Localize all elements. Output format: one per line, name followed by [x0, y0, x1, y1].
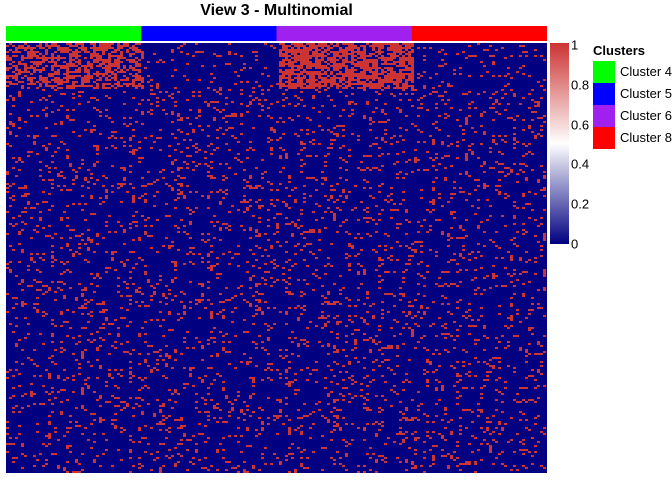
- heatmap-cells: [6, 43, 546, 473]
- legend-label: Cluster 5: [620, 86, 672, 101]
- colorbar: [550, 43, 569, 244]
- colorbar-tick: 0.8: [571, 77, 590, 93]
- legend-label: Cluster 4: [620, 64, 672, 79]
- legend-swatch: [593, 83, 615, 105]
- cluster-annotation-bar: [6, 26, 547, 41]
- heatmap: [6, 43, 547, 473]
- legend-label: Cluster 8: [620, 130, 672, 145]
- legend-swatch: [593, 61, 615, 83]
- colorbar-tick: 0: [571, 236, 579, 252]
- heatmap-background: [6, 43, 547, 473]
- legend-label: Cluster 6: [620, 108, 672, 123]
- colorbar-tick: 0.6: [571, 117, 590, 133]
- annotation-segment: [411, 26, 547, 41]
- annotation-segment: [6, 26, 142, 41]
- chart-title: View 3 - Multinomial: [200, 2, 353, 19]
- annotation-segment: [276, 26, 413, 41]
- colorbar-tick: 1: [571, 37, 579, 53]
- legend-title: Clusters: [593, 43, 646, 58]
- annotation-segment: [141, 26, 277, 41]
- colorbar-tick: 0.2: [571, 196, 590, 212]
- legend-swatch: [593, 127, 615, 149]
- colorbar-gradient: [550, 43, 569, 244]
- colorbar-tick: 0.4: [571, 156, 590, 172]
- legend-swatch: [593, 105, 615, 127]
